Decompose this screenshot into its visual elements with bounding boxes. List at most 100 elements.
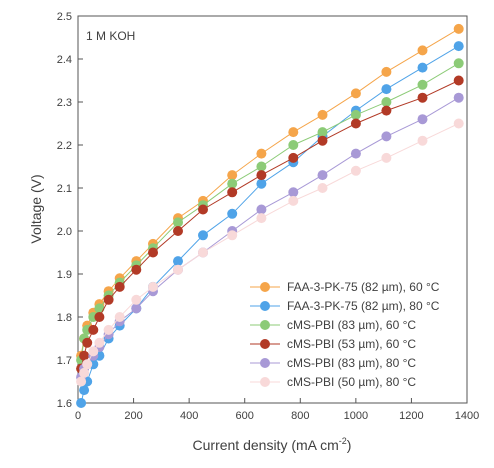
data-point <box>173 226 183 236</box>
data-point <box>103 324 114 335</box>
data-point <box>256 178 267 189</box>
data-point <box>88 346 99 357</box>
data-point <box>256 161 267 172</box>
data-point <box>288 187 299 198</box>
data-point <box>350 118 361 129</box>
data-point <box>453 41 464 52</box>
data-point <box>173 256 183 267</box>
data-point <box>94 303 105 314</box>
data-point <box>417 114 428 125</box>
data-point <box>173 264 183 275</box>
legend-label: cMS-PBI (83 µm), 60 °C <box>287 318 416 332</box>
data-point <box>82 337 93 348</box>
data-point <box>256 148 267 159</box>
data-point <box>227 187 238 198</box>
data-point <box>453 118 464 129</box>
data-point <box>350 148 361 159</box>
y-tick-label: 1.9 <box>57 269 72 281</box>
data-point <box>453 58 464 69</box>
x-tick-label: 800 <box>291 410 309 422</box>
y-tick-label: 1.8 <box>57 312 72 324</box>
x-axis-title-superscript: -2 <box>339 436 347 446</box>
data-point <box>227 230 238 241</box>
x-axis-title-close: ) <box>347 437 352 453</box>
series-group <box>76 118 464 387</box>
x-tick-label: 600 <box>236 410 254 422</box>
y-axis-title: Voltage (V) <box>28 174 44 243</box>
data-point <box>350 109 361 120</box>
data-point <box>417 135 428 146</box>
data-point <box>82 359 93 370</box>
y-tick-label: 2.1 <box>57 183 72 195</box>
annotation-label: 1 M KOH <box>86 29 135 43</box>
data-point <box>317 183 328 193</box>
plot-frame <box>77 15 468 404</box>
data-point <box>88 324 99 335</box>
data-point <box>79 385 90 396</box>
data-point <box>317 135 328 146</box>
data-point <box>417 45 428 56</box>
data-point <box>453 92 464 103</box>
data-point <box>453 23 464 34</box>
data-point <box>114 312 125 322</box>
data-point <box>94 337 105 348</box>
data-point <box>350 88 361 99</box>
data-point <box>103 294 114 305</box>
data-point <box>227 170 238 181</box>
data-point <box>76 398 87 408</box>
data-point <box>381 105 392 116</box>
data-point <box>417 62 428 73</box>
data-point <box>288 195 299 206</box>
y-tick-label: 1.7 <box>57 355 72 367</box>
data-point <box>288 152 299 163</box>
legend-label: FAA-3-PK-75 (82 µm), 80 °C <box>287 299 440 313</box>
x-axis-title-main: Current density (mA cm <box>193 437 339 453</box>
data-point <box>79 350 90 361</box>
data-point <box>131 264 142 275</box>
series-layer <box>76 23 464 408</box>
x-tick-label: 1000 <box>344 410 368 422</box>
x-tick-label: 0 <box>75 410 81 422</box>
y-tick-label: 1.6 <box>57 398 72 410</box>
series-line <box>80 97 459 378</box>
data-point <box>76 376 87 387</box>
x-tick-label: 1200 <box>399 410 423 422</box>
legend-swatch-marker <box>260 358 270 368</box>
axis-ticks: 0 200 400 600 800 1000 1200 1400 1.6 1.7 1.8 1.9 2.0… <box>57 11 480 422</box>
x-tick-label: 200 <box>124 410 142 422</box>
x-axis-title: Current density (mA cm-2) <box>193 436 352 453</box>
data-point <box>417 79 428 90</box>
legend-swatch-marker <box>260 377 270 387</box>
legend-swatch-marker <box>260 301 270 311</box>
data-point <box>256 213 267 224</box>
data-point <box>256 204 267 215</box>
data-point <box>148 281 158 292</box>
y-tick-label: 2.0 <box>57 226 72 238</box>
data-point <box>381 97 392 107</box>
data-point <box>148 247 158 258</box>
data-point <box>79 367 90 378</box>
data-point <box>227 208 238 219</box>
data-point <box>131 303 142 314</box>
data-point <box>288 127 299 138</box>
legend-swatch-marker <box>260 282 270 292</box>
data-point <box>317 170 328 181</box>
data-point <box>288 140 299 150</box>
series-line <box>80 62 459 361</box>
data-point <box>381 66 392 77</box>
data-point <box>417 92 428 103</box>
data-point <box>198 204 208 215</box>
legend-label: FAA-3-PK-75 (82 µm), 60 °C <box>287 280 440 294</box>
data-point <box>227 178 238 189</box>
data-point <box>317 127 328 138</box>
legend-label: cMS-PBI (53 µm), 60 °C <box>287 337 416 351</box>
data-point <box>114 281 125 292</box>
data-point <box>198 247 208 258</box>
data-point <box>381 131 392 142</box>
data-point <box>94 312 105 322</box>
data-point <box>173 217 183 228</box>
legend: FAA-3-PK-75 (82 µm), 60 °C FAA-3-PK-75 (8… <box>250 280 440 389</box>
legend-label: cMS-PBI (83 µm), 80 °C <box>287 356 416 370</box>
data-point <box>381 84 392 95</box>
y-tick-label: 2.2 <box>57 140 72 152</box>
